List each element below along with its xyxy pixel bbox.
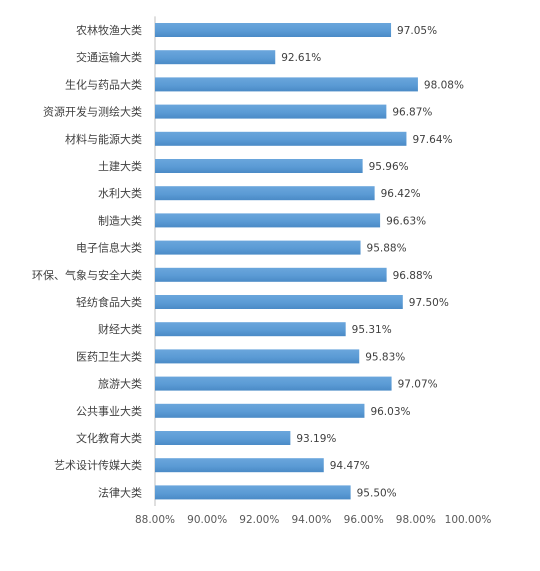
category-label: 水利大类: [98, 186, 142, 200]
value-label: 97.05%: [397, 25, 437, 37]
category-label: 土建大类: [98, 159, 142, 173]
category-label: 财经大类: [98, 322, 142, 336]
x-tick-label: 88.00%: [135, 514, 175, 526]
category-label: 材料与能源大类: [65, 132, 142, 146]
x-tick-label: 94.00%: [291, 514, 331, 526]
bar: [155, 267, 387, 282]
bar: [155, 104, 387, 119]
category-label: 文化教育大类: [76, 431, 142, 445]
value-label: 92.61%: [281, 52, 321, 64]
category-label: 制造大类: [98, 213, 142, 227]
value-label: 97.64%: [412, 134, 452, 146]
bar: [155, 23, 392, 37]
value-label: 96.63%: [386, 215, 426, 227]
category-label: 生化与药品大类: [65, 77, 142, 91]
category-label: 轻纺食品大类: [76, 295, 142, 309]
value-label: 96.42%: [381, 188, 421, 200]
bar: [155, 50, 276, 65]
value-label: 96.87%: [392, 107, 432, 119]
value-label: 97.07%: [398, 379, 438, 391]
bar: [155, 349, 360, 364]
value-label: 98.08%: [424, 79, 464, 91]
value-label: 95.31%: [352, 324, 392, 336]
value-label: 93.19%: [296, 433, 336, 445]
x-tick-label: 96.00%: [344, 514, 384, 526]
category-label: 电子信息大类: [76, 241, 142, 255]
value-label: 97.50%: [409, 297, 449, 309]
bar: [155, 131, 407, 146]
bar: [155, 322, 346, 337]
value-label: 96.03%: [370, 406, 410, 418]
category-label: 法律大类: [98, 485, 142, 499]
bar: [155, 77, 418, 92]
bar: [155, 403, 365, 418]
value-label: 95.83%: [365, 351, 405, 363]
x-tick-label: 98.00%: [396, 514, 436, 526]
bar: [155, 485, 351, 500]
category-label: 艺术设计传媒大类: [54, 458, 142, 472]
value-label: 95.50%: [357, 487, 397, 499]
bar: [155, 240, 361, 255]
value-label: 95.96%: [369, 161, 409, 173]
category-label: 资源开发与测绘大类: [43, 105, 142, 119]
category-label: 农林牧渔大类: [76, 23, 142, 37]
value-label: 96.88%: [393, 270, 433, 282]
category-label: 交通运输大类: [76, 50, 142, 64]
bar: [155, 186, 375, 201]
category-label: 环保、气象与安全大类: [32, 268, 142, 282]
x-tick-label: 92.00%: [239, 514, 279, 526]
bar: [155, 376, 392, 391]
bar: [155, 458, 324, 473]
category-label: 公共事业大类: [76, 404, 142, 418]
x-tick-label: 90.00%: [187, 514, 227, 526]
category-label: 医药卫生大类: [76, 349, 142, 363]
bar: [155, 159, 363, 173]
bar: [155, 295, 403, 309]
value-label: 94.47%: [330, 460, 370, 472]
category-label: 旅游大类: [98, 377, 142, 391]
bar: [155, 213, 381, 228]
value-label: 95.88%: [367, 243, 407, 255]
x-tick-label: 100.00%: [445, 514, 492, 526]
bar: [155, 431, 291, 445]
